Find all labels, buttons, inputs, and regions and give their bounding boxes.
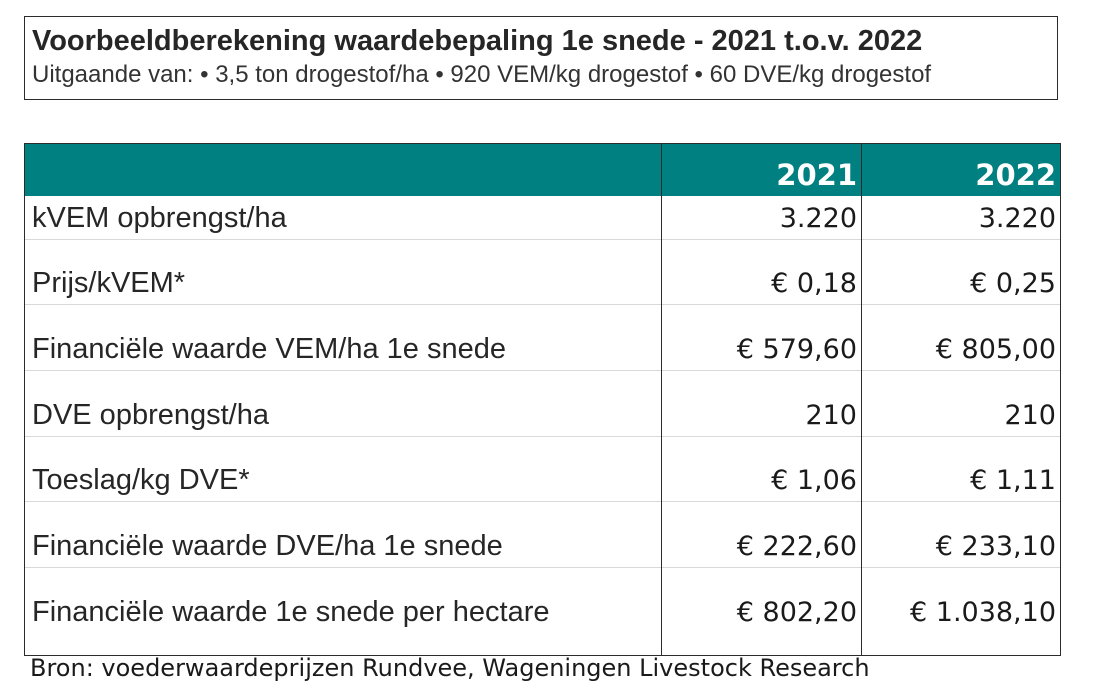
table-row: Financiële waarde DVE/ha 1e snede € 222,… xyxy=(24,523,1061,590)
row-label: Financiële waarde VEM/ha 1e snede xyxy=(24,326,662,393)
table-row: DVE opbrengst/ha 210 210 xyxy=(24,392,1061,459)
title-box: Voorbeeldberekening waardebepaling 1e sn… xyxy=(24,16,1058,100)
table-header-row: 2021 2022 xyxy=(24,143,1061,196)
table-row: kVEM opbrengst/ha 3.220 3.220 xyxy=(24,195,1061,262)
value-2021: € 579,60 xyxy=(661,326,862,393)
column-header-2021: 2021 xyxy=(661,143,862,196)
table-body: kVEM opbrengst/ha 3.220 3.220 Prijs/kVEM… xyxy=(24,195,1061,656)
row-label: Financiële waarde DVE/ha 1e snede xyxy=(24,523,662,590)
value-2022: € 0,25 xyxy=(861,261,1061,327)
table-row: Financiële waarde 1e snede per hectare €… xyxy=(24,589,1061,656)
value-2021: 3.220 xyxy=(661,195,862,262)
row-label: kVEM opbrengst/ha xyxy=(24,195,662,262)
row-label: Toeslag/kg DVE* xyxy=(24,458,662,524)
value-2022: € 1.038,10 xyxy=(861,589,1061,656)
column-header-label xyxy=(24,143,662,196)
value-2021: € 802,20 xyxy=(661,589,862,656)
table-row: Toeslag/kg DVE* € 1,06 € 1,11 xyxy=(24,458,1061,524)
table-row: Financiële waarde VEM/ha 1e snede € 579,… xyxy=(24,326,1061,393)
row-label: Prijs/kVEM* xyxy=(24,261,662,327)
table-row: Prijs/kVEM* € 0,18 € 0,25 xyxy=(24,261,1061,327)
value-2022: 3.220 xyxy=(861,195,1061,262)
value-2022: € 233,10 xyxy=(861,523,1061,590)
value-2021: € 1,06 xyxy=(661,458,862,524)
value-2021: 210 xyxy=(661,392,862,459)
value-2021: € 222,60 xyxy=(661,523,862,590)
row-label: Financiële waarde 1e snede per hectare xyxy=(24,589,662,656)
page-subtitle: Uitgaande van: • 3,5 ton drogestof/ha • … xyxy=(32,61,932,88)
page-title: Voorbeeldberekening waardebepaling 1e sn… xyxy=(32,25,923,57)
value-2021: € 0,18 xyxy=(661,261,862,327)
table-header: 2021 2022 xyxy=(24,143,1061,196)
source-note: Bron: voederwaardeprijzen Rundvee, Wagen… xyxy=(30,654,870,682)
row-label: DVE opbrengst/ha xyxy=(24,392,662,459)
value-2022: € 805,00 xyxy=(861,326,1061,393)
value-2022: 210 xyxy=(861,392,1061,459)
column-header-2022: 2022 xyxy=(861,143,1061,196)
calculation-table: 2021 2022 kVEM opbrengst/ha 3.220 3.220 … xyxy=(24,143,1061,656)
value-2022: € 1,11 xyxy=(861,458,1061,524)
